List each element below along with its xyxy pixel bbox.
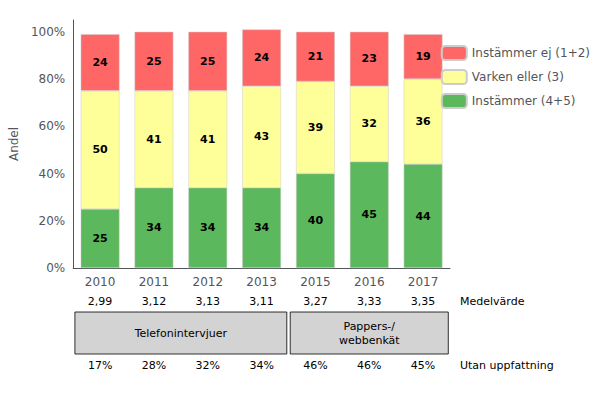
svg-text:24: 24 (254, 51, 270, 64)
svg-text:2013: 2013 (246, 275, 277, 289)
svg-text:webbenkät: webbenkät (339, 334, 400, 347)
svg-text:39: 39 (308, 121, 323, 134)
svg-text:28%: 28% (142, 359, 166, 372)
svg-text:46%: 46% (303, 359, 327, 372)
svg-text:23: 23 (362, 52, 377, 65)
svg-text:40%: 40% (39, 167, 66, 181)
svg-text:Pappers-/: Pappers-/ (343, 320, 395, 333)
svg-text:2,99: 2,99 (88, 295, 113, 308)
svg-text:3,33: 3,33 (357, 295, 382, 308)
svg-text:Andel: Andel (7, 127, 21, 161)
svg-text:60%: 60% (39, 119, 66, 133)
svg-text:2016: 2016 (354, 275, 385, 289)
svg-text:34: 34 (254, 221, 270, 234)
svg-text:45: 45 (362, 208, 377, 221)
svg-text:Utan uppfattning: Utan uppfattning (460, 359, 554, 372)
svg-text:46%: 46% (357, 359, 381, 372)
svg-text:45%: 45% (411, 359, 435, 372)
svg-text:34: 34 (200, 221, 216, 234)
svg-text:19: 19 (415, 50, 430, 63)
svg-text:Telefonintervjuer: Telefonintervjuer (134, 327, 228, 340)
svg-text:32: 32 (362, 117, 377, 130)
svg-text:41: 41 (146, 133, 161, 146)
svg-text:3,27: 3,27 (303, 295, 328, 308)
svg-text:20%: 20% (39, 214, 66, 228)
svg-text:Instämmer (4+5): Instämmer (4+5) (472, 94, 576, 108)
svg-text:44: 44 (415, 210, 431, 223)
svg-text:2015: 2015 (300, 275, 331, 289)
svg-text:41: 41 (200, 133, 215, 146)
svg-text:2010: 2010 (85, 275, 116, 289)
svg-text:25: 25 (146, 55, 161, 68)
svg-text:2012: 2012 (193, 275, 224, 289)
svg-text:17%: 17% (88, 359, 112, 372)
svg-text:100%: 100% (31, 25, 65, 39)
svg-text:3,11: 3,11 (249, 295, 274, 308)
svg-text:50: 50 (92, 143, 108, 156)
svg-text:Medelvärde: Medelvärde (460, 295, 525, 308)
svg-text:Instämmer ej (1+2): Instämmer ej (1+2) (472, 46, 590, 60)
svg-text:25: 25 (200, 55, 215, 68)
svg-text:Varken eller (3): Varken eller (3) (472, 70, 564, 84)
svg-text:3,12: 3,12 (142, 295, 167, 308)
svg-text:43: 43 (254, 130, 269, 143)
svg-text:3,13: 3,13 (196, 295, 221, 308)
svg-text:24: 24 (92, 56, 108, 69)
svg-text:80%: 80% (39, 72, 66, 86)
svg-text:21: 21 (308, 50, 323, 63)
svg-text:40: 40 (308, 214, 324, 227)
svg-text:2011: 2011 (139, 275, 170, 289)
svg-text:25: 25 (92, 232, 107, 245)
svg-text:34%: 34% (249, 359, 273, 372)
svg-text:0%: 0% (46, 261, 65, 275)
svg-text:36: 36 (415, 115, 431, 128)
svg-text:2017: 2017 (408, 275, 439, 289)
svg-text:34: 34 (146, 221, 162, 234)
svg-text:3,35: 3,35 (411, 295, 436, 308)
svg-text:32%: 32% (196, 359, 220, 372)
